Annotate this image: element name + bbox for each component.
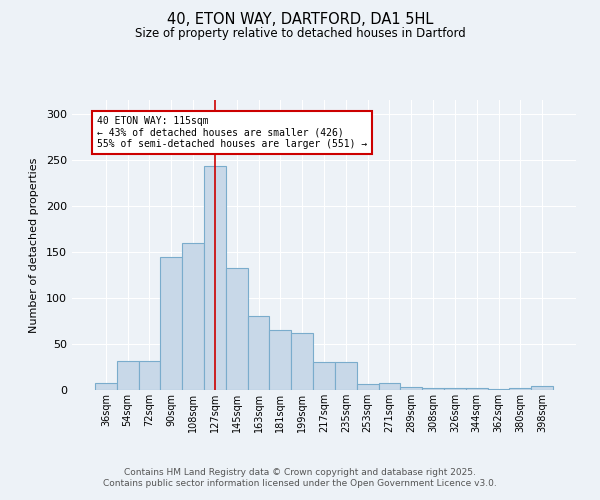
Bar [139,360,160,390]
Bar [269,330,291,390]
Bar [335,362,357,390]
Text: Size of property relative to detached houses in Dartford: Size of property relative to detached ho… [134,28,466,40]
Text: 40 ETON WAY: 115sqm
← 43% of detached houses are smaller (426)
55% of semi-detac: 40 ETON WAY: 115sqm ← 43% of detached ho… [97,116,367,149]
Y-axis label: Number of detached properties: Number of detached properties [29,158,39,332]
Bar [291,333,313,390]
Bar [488,389,509,390]
Bar [117,360,139,390]
Bar [379,382,400,390]
Bar [182,242,204,390]
Bar [226,268,248,390]
Bar [95,382,117,390]
Bar [444,388,466,390]
Bar [400,387,422,390]
Bar [357,384,379,390]
Bar [509,388,531,390]
Text: Contains HM Land Registry data © Crown copyright and database right 2025.
Contai: Contains HM Land Registry data © Crown c… [103,468,497,487]
Bar [313,362,335,390]
Bar [204,166,226,390]
Bar [422,388,444,390]
Bar [248,316,269,390]
Bar [531,386,553,390]
Text: 40, ETON WAY, DARTFORD, DA1 5HL: 40, ETON WAY, DARTFORD, DA1 5HL [167,12,433,28]
Bar [160,256,182,390]
Bar [466,388,488,390]
